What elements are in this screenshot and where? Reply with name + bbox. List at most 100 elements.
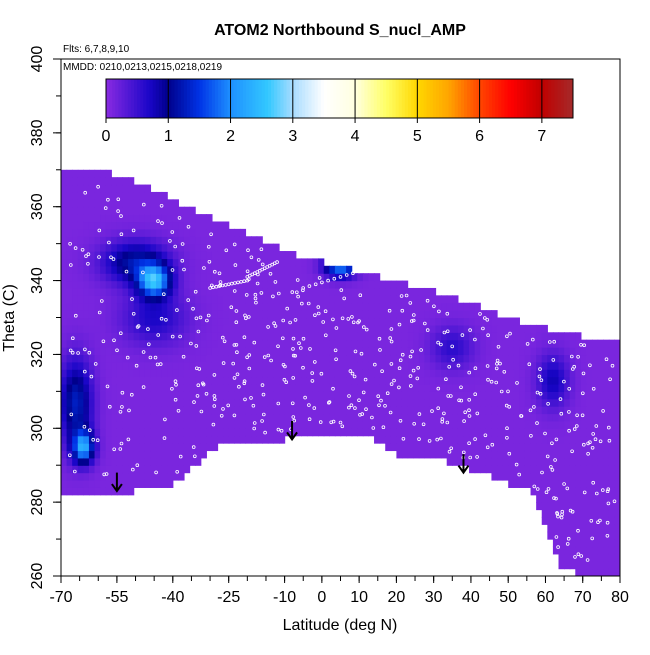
heat-cell bbox=[100, 472, 107, 481]
sample-point bbox=[180, 242, 185, 246]
sample-point bbox=[173, 397, 178, 402]
sample-point bbox=[232, 413, 237, 418]
heat-cell bbox=[116, 324, 124, 333]
heat-cell bbox=[586, 413, 593, 422]
heat-cell bbox=[251, 310, 258, 319]
sample-point bbox=[530, 337, 535, 342]
y-tick-label: 260 bbox=[29, 563, 46, 590]
heat-cell bbox=[178, 265, 185, 274]
heat-cell bbox=[301, 265, 308, 274]
heat-cell bbox=[603, 546, 610, 555]
sample-point bbox=[482, 316, 487, 320]
heat-cell bbox=[519, 398, 526, 407]
sample-point bbox=[385, 391, 390, 396]
sample-point bbox=[186, 225, 191, 229]
heat-cell bbox=[502, 420, 509, 429]
heat-cell bbox=[239, 310, 247, 319]
heat-cell bbox=[279, 413, 286, 422]
heat-cell bbox=[536, 324, 543, 333]
heat-cell bbox=[284, 406, 291, 415]
heat-cell bbox=[530, 479, 537, 488]
heat-cell bbox=[480, 369, 487, 378]
heat-cell bbox=[206, 221, 213, 230]
heat-cell bbox=[77, 221, 84, 230]
sample-point bbox=[219, 413, 224, 418]
heat-cell bbox=[267, 280, 275, 289]
heat-cell bbox=[368, 354, 375, 363]
sample-point bbox=[202, 266, 206, 270]
heat-cell bbox=[346, 273, 353, 282]
sample-point bbox=[186, 298, 191, 302]
heat-cell bbox=[111, 206, 118, 215]
heat-cell bbox=[172, 295, 179, 304]
heat-cell bbox=[172, 258, 179, 267]
heat-cell bbox=[329, 324, 336, 333]
sample-point bbox=[97, 255, 101, 259]
sample-point bbox=[112, 338, 116, 343]
heat-cell bbox=[564, 435, 571, 444]
heat-cell bbox=[100, 324, 107, 333]
heat-cell bbox=[586, 339, 593, 348]
heat-cell bbox=[256, 354, 263, 363]
x-axis: -70 -55 -40 -25 -10 0 10 20 30 40 50 60 70 80 bbox=[49, 576, 629, 606]
heat-cell bbox=[234, 251, 241, 260]
heat-cell bbox=[72, 406, 79, 415]
heat-cell bbox=[346, 347, 353, 356]
heat-cell bbox=[480, 443, 487, 452]
heat-cell bbox=[256, 383, 263, 392]
heat-cell bbox=[429, 287, 437, 296]
sample-point bbox=[235, 350, 239, 355]
sample-point bbox=[483, 433, 488, 438]
heat-cell bbox=[139, 280, 146, 289]
heat-cell bbox=[61, 347, 68, 356]
heat-cell bbox=[608, 561, 616, 570]
heat-cell bbox=[407, 324, 414, 333]
heat-cell bbox=[301, 295, 308, 304]
heat-cell bbox=[239, 258, 247, 267]
heat-cell bbox=[323, 383, 330, 392]
heat-cell bbox=[318, 280, 325, 289]
heat-cell bbox=[390, 435, 397, 444]
sample-point bbox=[340, 316, 345, 321]
heat-cell bbox=[301, 324, 308, 333]
heat-cell bbox=[105, 450, 112, 459]
heat-cell bbox=[519, 361, 526, 370]
sample-point bbox=[217, 284, 222, 288]
heat-cell bbox=[122, 435, 129, 444]
heat-cell bbox=[497, 398, 504, 407]
heat-cell bbox=[83, 472, 90, 481]
heat-cell bbox=[200, 339, 207, 348]
heat-cell bbox=[122, 347, 129, 356]
heat-cell bbox=[407, 450, 414, 459]
heat-cell bbox=[502, 339, 509, 348]
heat-cell bbox=[346, 339, 353, 348]
sample-point bbox=[372, 362, 377, 367]
arrows bbox=[111, 420, 470, 493]
sample-point bbox=[457, 398, 461, 403]
colorbar-segment bbox=[386, 79, 390, 118]
heat-cell bbox=[66, 487, 73, 496]
heat-cell bbox=[569, 413, 576, 422]
heat-cell bbox=[111, 398, 118, 407]
heat-cell bbox=[530, 361, 537, 370]
heat-cell bbox=[323, 324, 330, 333]
heat-cell bbox=[200, 383, 207, 392]
heat-cell bbox=[608, 524, 616, 533]
heat-cell bbox=[452, 443, 459, 452]
sample-point bbox=[253, 292, 258, 297]
sample-point bbox=[232, 376, 237, 380]
heat-cell bbox=[452, 369, 459, 378]
heat-cell bbox=[547, 472, 554, 481]
heat-cell bbox=[211, 443, 219, 452]
heat-cell bbox=[374, 398, 381, 407]
heat-cell bbox=[284, 347, 291, 356]
heat-cell bbox=[429, 391, 437, 400]
heat-cell bbox=[77, 361, 84, 370]
heat-cell bbox=[189, 273, 196, 282]
sample-point bbox=[380, 369, 384, 374]
heat-cell bbox=[105, 324, 112, 333]
sample-point bbox=[369, 265, 374, 270]
colorbar-segment bbox=[211, 79, 216, 118]
heat-cell bbox=[200, 243, 207, 252]
heat-cell bbox=[172, 450, 179, 459]
